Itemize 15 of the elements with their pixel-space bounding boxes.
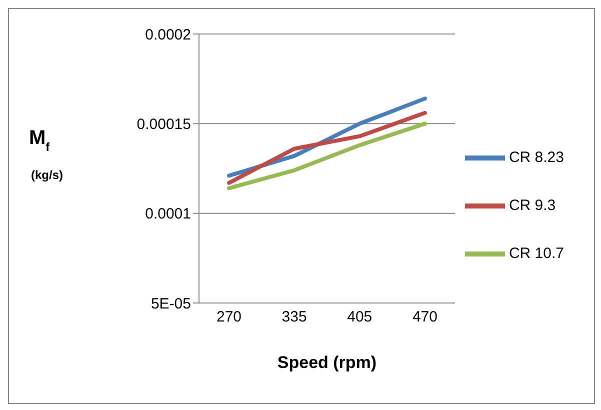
- legend-label: CR 8.23: [508, 149, 564, 166]
- y-tick-label: 0.00015: [136, 116, 191, 133]
- line-series: [227, 122, 427, 190]
- x-tick-label: 270: [216, 308, 242, 326]
- line-series: [227, 110, 427, 185]
- x-tick-label: 405: [347, 308, 372, 326]
- y-tick-label: 5E-05: [150, 295, 191, 312]
- x-tick-label: 335: [282, 308, 307, 326]
- y-tick-label: 0.0002: [145, 26, 191, 44]
- legend-label: CR 10.7: [508, 245, 564, 262]
- legend-label: CR 9.3: [508, 197, 556, 214]
- x-tick-label: 470: [412, 308, 438, 326]
- y-axis-title: M$_{f}$ (kg/s): [29, 127, 64, 182]
- y-tick-label: 0.0001: [145, 206, 191, 223]
- x-axis-title: Speed (rpm): [277, 353, 377, 372]
